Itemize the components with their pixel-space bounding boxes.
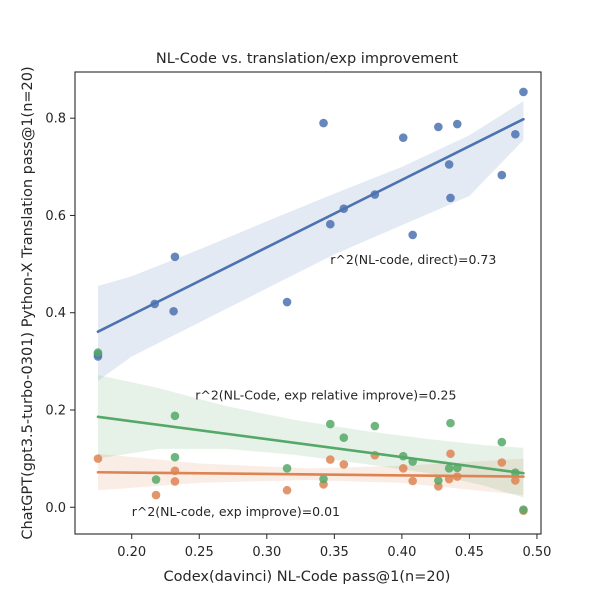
y-axis: 0.0 0.2 0.4 0.6 0.8 [45, 112, 75, 516]
plot-frame [74, 71, 542, 535]
data-point-direct [398, 133, 408, 142]
data-point-exp_relative_improve [170, 411, 180, 421]
data-point-exp_relative_improve [151, 475, 161, 484]
data-point-exp_relative_improve [434, 476, 443, 485]
x-tick-label: 0.30 [252, 545, 281, 560]
data-point-exp_relative_improve [370, 421, 380, 431]
y-tick-label: 0.2 [45, 403, 66, 418]
data-point-direct [408, 230, 417, 240]
x-axis: 0.20 0.25 0.30 0.35 0.40 0.45 0.50 [117, 534, 551, 560]
data-point-direct [519, 87, 528, 97]
x-axis-label: Codex(davinci) NL-Code pass@1(n=20) [164, 569, 451, 585]
annotation-1: r^2(NL-Code, exp relative improve)=0.25 [195, 387, 456, 402]
x-tick-label: 0.40 [387, 545, 416, 560]
data-point-exp_relative_improve [444, 464, 454, 473]
x-tick-label: 0.20 [117, 545, 146, 560]
confidence-band-exp_relative_improve [97, 374, 524, 498]
data-point-direct [282, 297, 292, 307]
data-point-direct [444, 160, 454, 169]
y-axis-label: ChatGPT(gpt3.5-turbo-0301) Python-X Tran… [20, 66, 36, 539]
x-tick-label: 0.25 [185, 545, 214, 560]
confidence-band-direct [97, 101, 524, 381]
data-point-direct [434, 122, 443, 132]
data-point-exp_improve [282, 485, 292, 495]
y-tick-label: 0.6 [45, 209, 66, 224]
data-point-exp_relative_improve [319, 474, 328, 484]
data-point-exp_improve [398, 464, 408, 473]
data-point-exp_improve [511, 476, 520, 485]
data-point-direct [169, 306, 178, 316]
regression-line-direct [96, 117, 525, 333]
data-point-exp_improve [339, 460, 349, 469]
data-point-direct [511, 129, 520, 139]
data-point-direct [319, 118, 328, 128]
plot-area: r^2(NL-code, direct)=0.73 r^2(NL-Code, ex… [93, 87, 528, 519]
data-point-exp_improve [151, 490, 161, 500]
regression-line-exp_relative_improve [96, 415, 525, 475]
data-point-exp_relative_improve [497, 437, 507, 447]
data-point-direct [325, 219, 335, 229]
x-tick-label: 0.45 [455, 545, 484, 560]
data-point-exp_relative_improve [339, 433, 349, 443]
data-point-direct [452, 119, 462, 129]
data-point-exp_relative_improve [446, 418, 455, 428]
data-point-exp_relative_improve [325, 419, 335, 429]
annotation-0: r^2(NL-code, direct)=0.73 [330, 252, 496, 267]
annotation-2: r^2(NL-code, exp improve)=0.01 [132, 504, 340, 519]
data-point-exp_relative_improve [282, 464, 292, 473]
data-point-exp_relative_improve [170, 452, 180, 462]
y-tick-label: 0.0 [45, 501, 66, 516]
data-point-exp_improve [408, 476, 417, 486]
data-point-direct [170, 252, 180, 262]
regression-line-exp_improve [96, 470, 525, 478]
data-point-exp_relative_improve [93, 348, 103, 357]
x-tick-label: 0.50 [522, 545, 551, 560]
data-point-direct [446, 193, 455, 203]
y-tick-label: 0.4 [45, 306, 66, 321]
data-point-exp_relative_improve [519, 505, 528, 514]
data-point-exp_improve [93, 454, 103, 463]
y-tick-label: 0.8 [45, 112, 66, 127]
chart-title: NL-Code vs. translation/exp improvement [156, 51, 459, 67]
data-point-direct [497, 170, 507, 180]
data-point-exp_improve [325, 455, 335, 464]
data-point-exp_improve [497, 458, 507, 467]
data-point-exp_improve [446, 449, 455, 459]
data-point-exp_improve [170, 477, 180, 486]
x-tick-label: 0.35 [320, 545, 349, 560]
